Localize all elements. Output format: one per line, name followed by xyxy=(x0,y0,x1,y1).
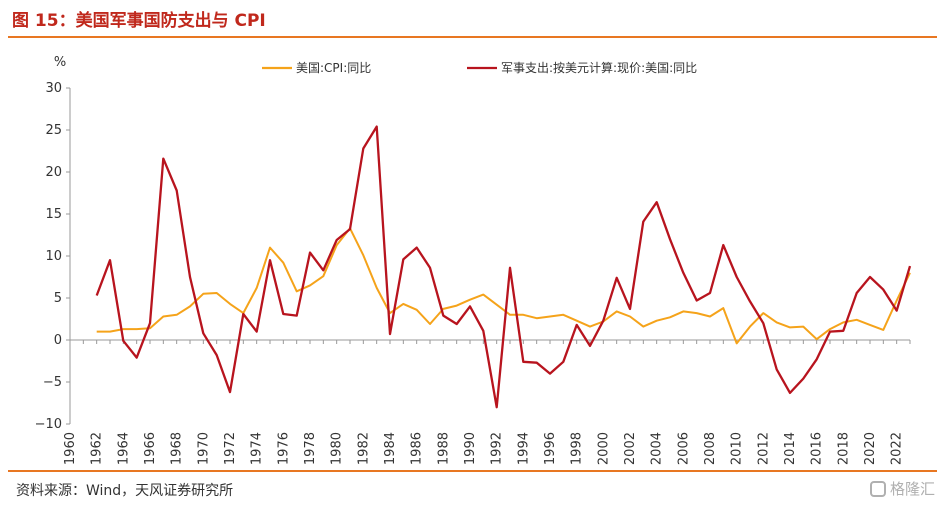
x-tick-label: 1992 xyxy=(490,432,505,465)
source-note: 资料来源：Wind，天风证券研究所 xyxy=(16,483,234,499)
x-tick-label: 2008 xyxy=(703,432,718,465)
legend-label-2: 军事支出:按美元计算:现价:美国:同比 xyxy=(501,60,697,75)
series-line-2 xyxy=(95,125,912,409)
x-tick-label: 2006 xyxy=(676,432,691,465)
series-line-1 xyxy=(96,227,911,345)
x-tick-label: 2000 xyxy=(596,432,611,465)
y-unit-label: % xyxy=(54,55,66,70)
x-tick-label: 2012 xyxy=(756,432,771,465)
x-tick-label: 1978 xyxy=(303,432,318,465)
x-tick-label: 1960 xyxy=(63,432,78,465)
footer-divider xyxy=(8,470,937,472)
x-tick-label: 1970 xyxy=(196,432,211,465)
y-tick-label: −5 xyxy=(43,375,62,390)
x-tick-label: 1964 xyxy=(116,432,131,465)
x-tick-label: 1962 xyxy=(90,432,105,465)
x-tick-label: 1974 xyxy=(250,432,265,465)
y-tick-label: −10 xyxy=(35,417,62,432)
x-tick-label: 1990 xyxy=(463,432,478,465)
legend-label-1: 美国:CPI:同比 xyxy=(296,61,371,75)
y-tick-label: 10 xyxy=(45,249,62,264)
x-tick-label: 1986 xyxy=(410,432,425,465)
x-tick-label: 2014 xyxy=(783,432,798,465)
watermark-logo-icon xyxy=(869,480,886,497)
x-tick-label: 1998 xyxy=(570,432,585,465)
x-tick-label: 2002 xyxy=(623,432,638,465)
x-tick-label: 1996 xyxy=(543,432,558,465)
chart: 30 25 20 15 10 5 0 −5 −10% 1960 1962 1964 1966 1968 19… xyxy=(35,55,912,465)
x-tick-label: 1972 xyxy=(223,432,238,465)
x-tick-label: 2022 xyxy=(890,432,905,465)
x-tick-label: 2016 xyxy=(810,432,825,465)
x-tick-label: 2010 xyxy=(730,432,745,465)
x-tick-label: 1994 xyxy=(516,432,531,465)
x-tick-label: 2004 xyxy=(650,432,665,465)
y-tick-label: 20 xyxy=(45,165,62,180)
header-divider xyxy=(8,36,937,38)
x-tick-label: 1984 xyxy=(383,432,398,465)
watermark: 格隆汇 xyxy=(869,478,935,499)
x-tick-label: 2018 xyxy=(836,432,851,465)
y-tick-label: 0 xyxy=(54,333,62,348)
watermark-text: 格隆汇 xyxy=(889,480,935,498)
y-tick-label: 5 xyxy=(54,291,62,306)
y-tick-label: 15 xyxy=(45,207,62,222)
x-tick-label: 1980 xyxy=(330,432,345,465)
x-tick-label: 1982 xyxy=(356,432,371,465)
y-tick-label: 30 xyxy=(45,81,62,96)
x-tick-label: 1988 xyxy=(436,432,451,465)
x-tick-label: 2020 xyxy=(863,432,878,465)
x-tick-label: 1968 xyxy=(170,432,185,465)
x-tick-label: 1976 xyxy=(276,432,291,465)
x-tick-label: 1966 xyxy=(143,432,158,465)
figure-title: 图 15：美国军事国防支出与 CPI xyxy=(12,11,266,31)
y-tick-label: 25 xyxy=(45,123,62,138)
